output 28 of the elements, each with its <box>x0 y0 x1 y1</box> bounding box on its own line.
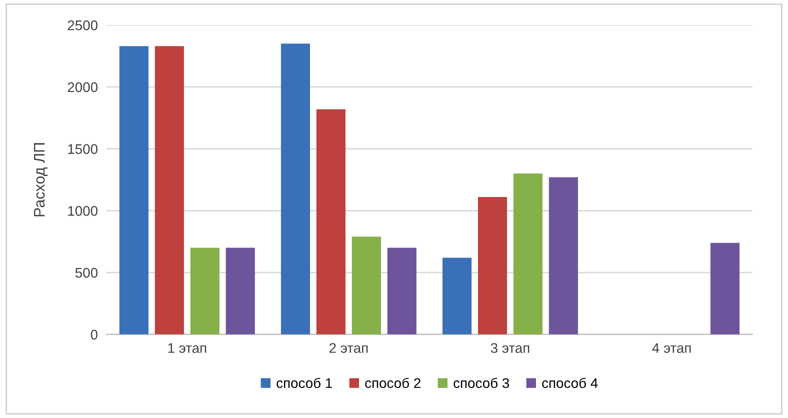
y-tick-label: 1500 <box>68 144 98 154</box>
bar <box>119 46 148 334</box>
legend-label: способ 4 <box>542 378 598 388</box>
bar <box>190 248 220 334</box>
bar <box>548 177 578 334</box>
x-tick-label: 3 этап <box>490 343 530 353</box>
bar <box>513 174 543 334</box>
x-tick-label: 4 этап <box>652 343 691 353</box>
bar <box>352 236 381 334</box>
bar <box>226 248 255 334</box>
x-tick-label: 1 этап <box>168 343 206 353</box>
bar <box>478 197 508 334</box>
y-tick-label: 500 <box>75 268 98 278</box>
bar <box>442 258 472 334</box>
bar <box>154 46 184 334</box>
legend-label: способ 3 <box>454 378 510 388</box>
legend-label: способ 1 <box>276 378 332 388</box>
y-tick-label: 2000 <box>68 82 98 92</box>
x-tick-label: 2 этап <box>329 343 368 353</box>
y-tick-label: 0 <box>90 330 98 340</box>
bar <box>316 109 346 334</box>
legend-label: способ 2 <box>365 378 420 388</box>
y-axis-title: Расход ЛП <box>34 143 48 216</box>
y-tick-label: 1000 <box>68 206 98 216</box>
y-tick-label: 2500 <box>68 20 98 30</box>
bar <box>280 44 310 334</box>
bar <box>710 242 740 334</box>
bar <box>387 248 416 334</box>
